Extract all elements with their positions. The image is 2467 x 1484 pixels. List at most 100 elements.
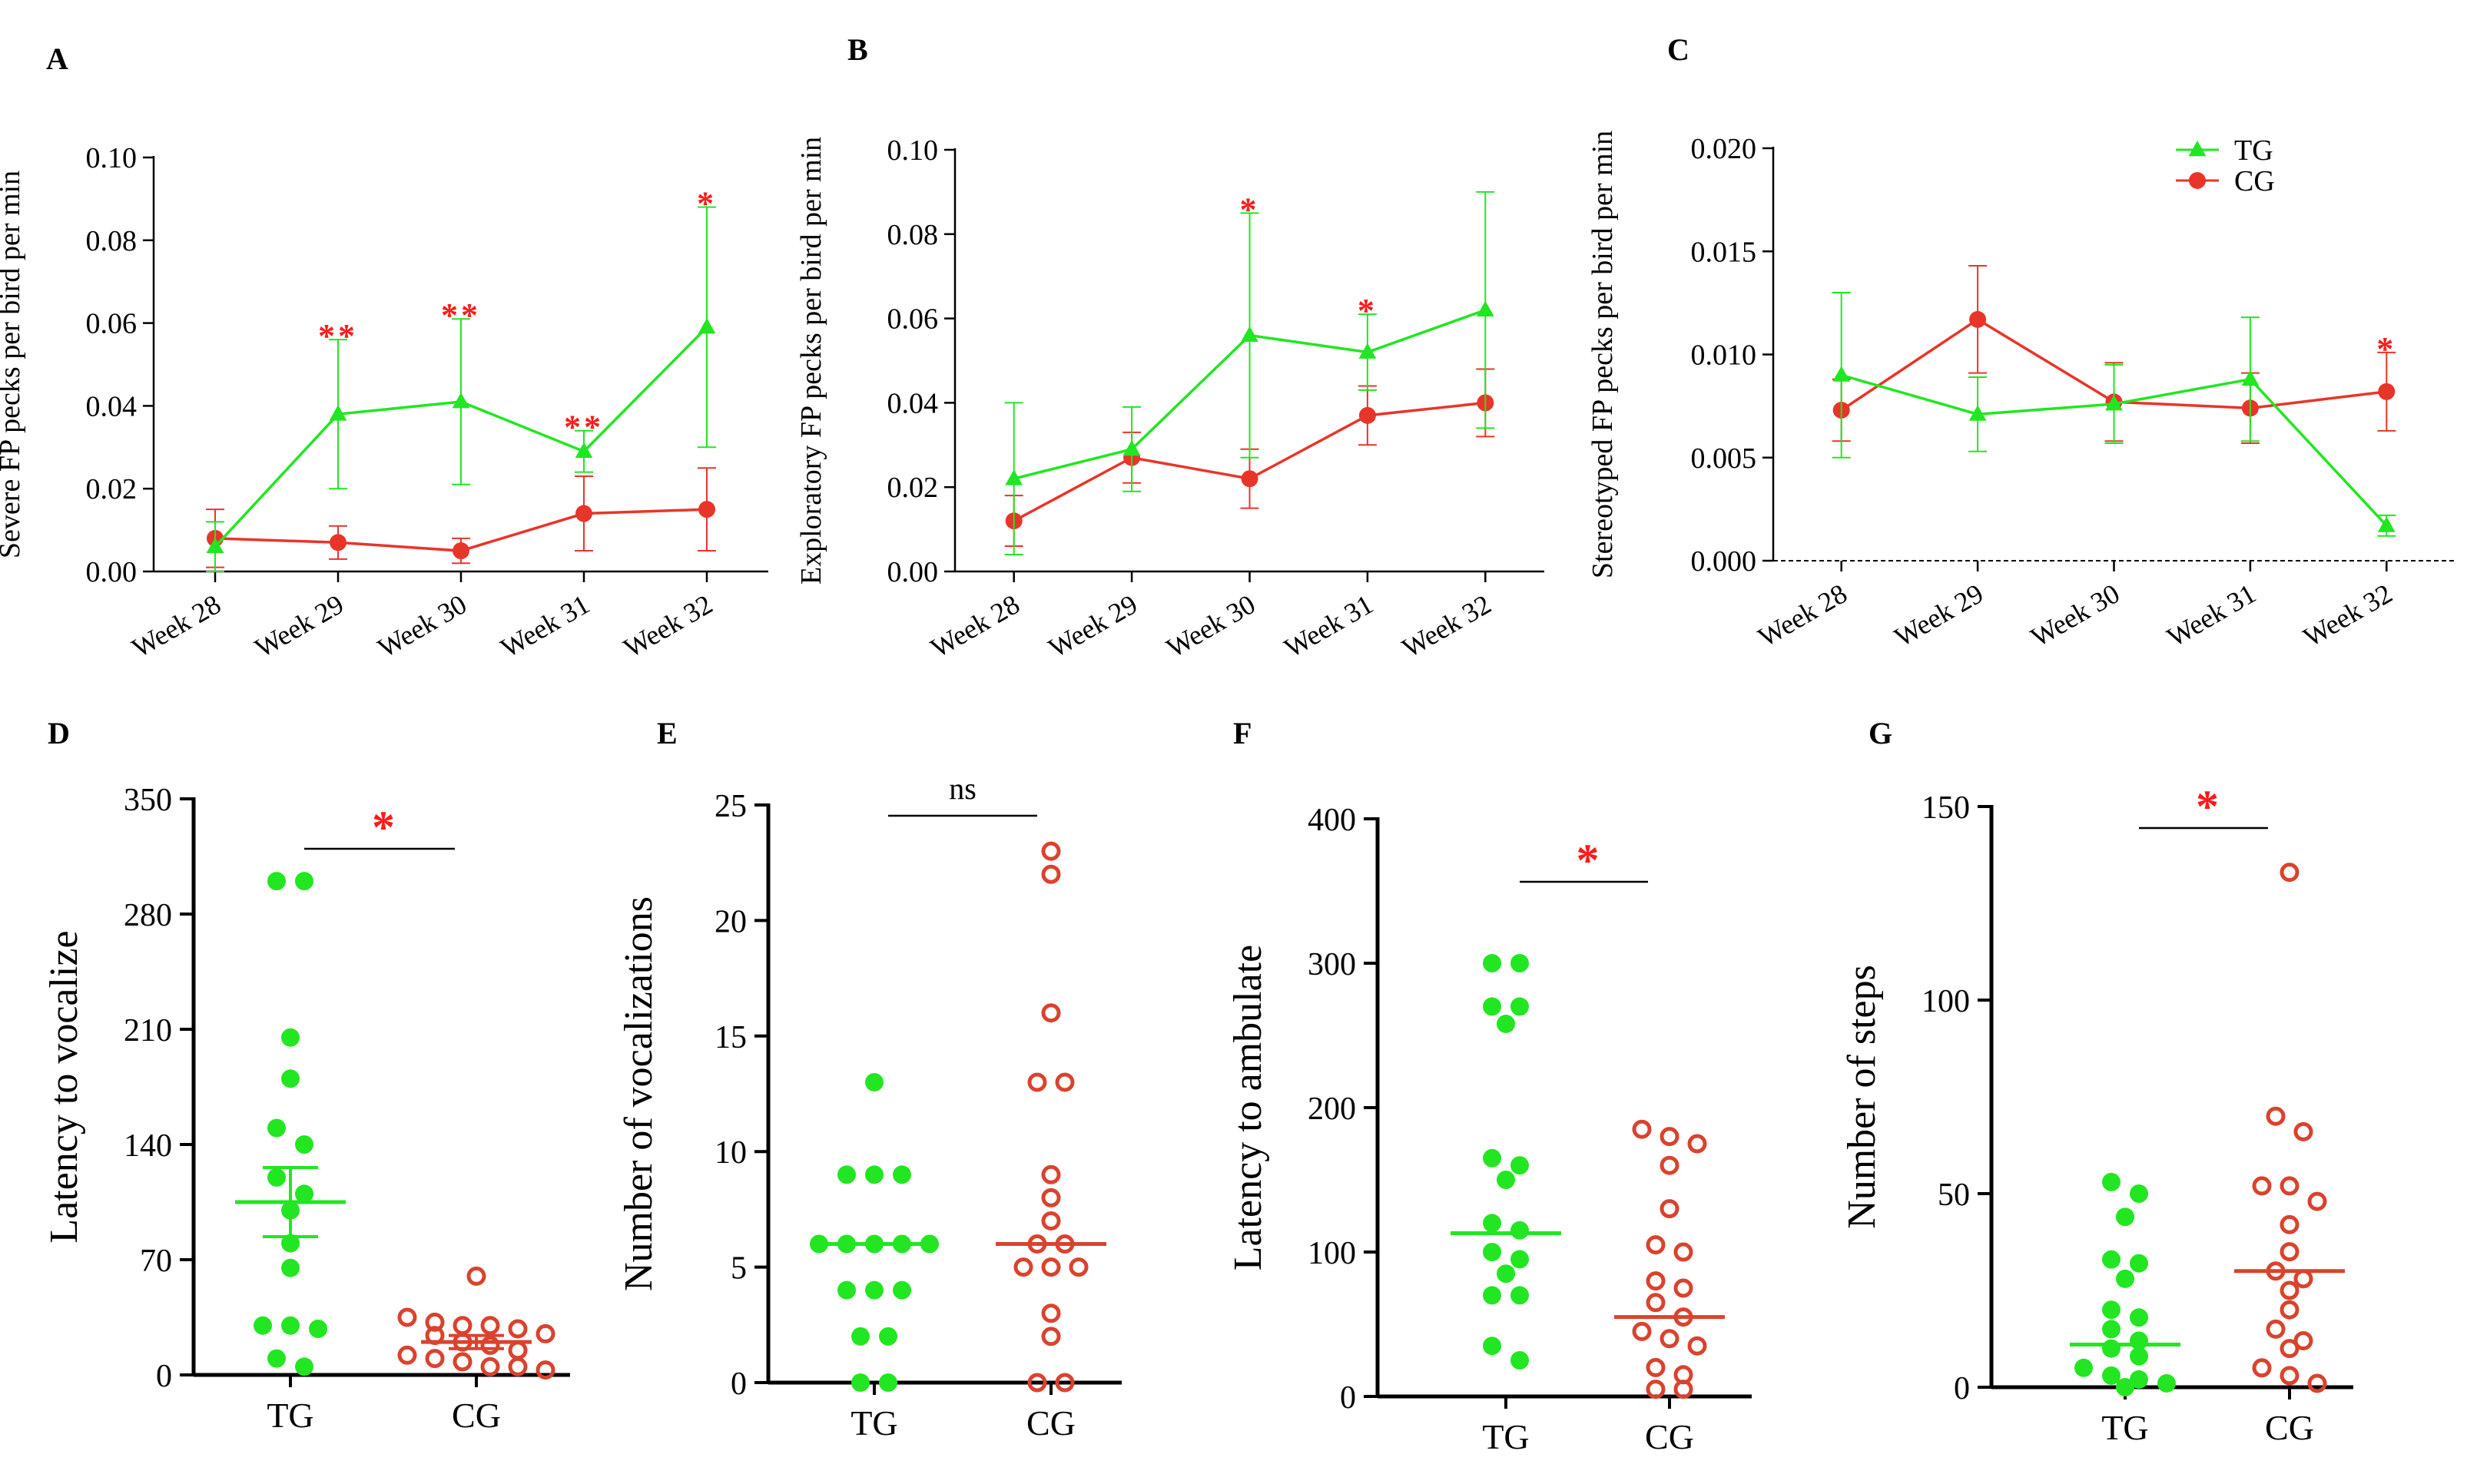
y-tick-label: 0.00 bbox=[887, 556, 939, 588]
comparison-marker: * bbox=[372, 802, 395, 853]
significance-marker: ** bbox=[564, 409, 604, 446]
tg-point bbox=[865, 1072, 884, 1091]
y-tick-label: 5 bbox=[731, 1251, 747, 1287]
cg-point bbox=[1687, 1336, 1707, 1356]
cg-point bbox=[453, 1352, 473, 1372]
tg-point bbox=[267, 872, 286, 891]
tg-marker bbox=[452, 393, 470, 409]
x-tick-label: Week 28 bbox=[926, 588, 1025, 664]
cg-point bbox=[1646, 1357, 1666, 1377]
y-axis-title: Severe FP pecks per bird per min bbox=[0, 171, 26, 558]
tg-point bbox=[1510, 1221, 1529, 1240]
legend-cg-marker bbox=[2189, 172, 2206, 189]
tg-marker bbox=[329, 405, 347, 421]
tg-point bbox=[2116, 1378, 2134, 1396]
cg-point bbox=[1055, 1072, 1075, 1092]
y-tick-label: 0 bbox=[1954, 1371, 1970, 1406]
cg-point bbox=[1646, 1380, 1666, 1400]
cg-point bbox=[1673, 1278, 1693, 1298]
significance-marker: * bbox=[1240, 190, 1260, 228]
tg-point bbox=[309, 1320, 327, 1338]
cg-point bbox=[1041, 1164, 1061, 1184]
tg-point bbox=[2074, 1358, 2093, 1377]
cg-point bbox=[2280, 1280, 2300, 1300]
significance-marker: * bbox=[2376, 330, 2396, 368]
panel-label-B: B bbox=[847, 32, 868, 67]
y-tick-label: 200 bbox=[1308, 1091, 1356, 1127]
y-axis-title: Number of steps bbox=[1840, 965, 1884, 1229]
cg-point bbox=[2280, 1366, 2300, 1386]
cg-point bbox=[2280, 1300, 2300, 1320]
tg-point bbox=[2102, 1366, 2120, 1385]
cg-point bbox=[1632, 1119, 1652, 1139]
tg-point bbox=[2102, 1250, 2120, 1269]
x-tick-label: CG bbox=[2265, 1408, 2314, 1447]
y-tick-label: 0.04 bbox=[86, 390, 138, 422]
tg-marker bbox=[2105, 394, 2123, 411]
y-tick-label: 100 bbox=[1308, 1236, 1356, 1271]
cg-point bbox=[2252, 1176, 2272, 1196]
cg-point bbox=[536, 1360, 555, 1380]
cg-point bbox=[2293, 1269, 2313, 1289]
tg-point bbox=[2157, 1373, 2176, 1393]
y-tick-label: 15 bbox=[715, 1020, 747, 1055]
cg-point bbox=[2252, 1358, 2272, 1378]
y-tick-label: 100 bbox=[1922, 984, 1970, 1019]
cg-point bbox=[508, 1319, 528, 1339]
tg-point bbox=[893, 1165, 911, 1184]
y-tick-label: 0.06 bbox=[86, 308, 138, 340]
cg-point bbox=[1055, 1373, 1075, 1393]
panel-label-A: A bbox=[46, 41, 68, 76]
x-tick-label: TG bbox=[851, 1403, 897, 1443]
y-tick-label: 0.04 bbox=[887, 387, 939, 419]
tg-point bbox=[879, 1373, 897, 1392]
cg-point bbox=[2307, 1191, 2327, 1211]
cg-point bbox=[1646, 1235, 1666, 1255]
y-tick-label: 150 bbox=[1922, 790, 1970, 826]
tg-point bbox=[2102, 1300, 2120, 1320]
y-axis-title: Number of vocalizations bbox=[617, 896, 661, 1291]
cg-point bbox=[2266, 1319, 2286, 1339]
y-tick-label: 50 bbox=[1938, 1178, 1970, 1213]
cg-marker bbox=[1241, 470, 1258, 488]
significance-marker: ** bbox=[441, 296, 481, 334]
y-tick-label: 0.010 bbox=[1691, 340, 1757, 372]
x-tick-label: Week 32 bbox=[1397, 588, 1496, 664]
comparison-marker: * bbox=[1577, 835, 1600, 886]
tg-point bbox=[2116, 1269, 2134, 1288]
tg-point bbox=[2130, 1347, 2148, 1366]
y-tick-label: 400 bbox=[1308, 803, 1356, 838]
y-axis-title: Latency to ambulate bbox=[1226, 945, 1270, 1270]
cg-point bbox=[1660, 1155, 1679, 1175]
x-tick-label: Week 31 bbox=[1279, 588, 1378, 664]
cg-point bbox=[1041, 1303, 1061, 1323]
y-tick-label: 0.020 bbox=[1691, 133, 1757, 165]
tg-point bbox=[1510, 1250, 1529, 1269]
tg-point bbox=[1510, 1351, 1529, 1370]
tg-point bbox=[1483, 1337, 1501, 1356]
tg-point bbox=[295, 1184, 313, 1204]
tg-marker bbox=[1358, 343, 1377, 359]
tg-point bbox=[1483, 997, 1501, 1016]
tg-point bbox=[837, 1165, 856, 1184]
tg-point bbox=[1483, 954, 1501, 972]
cg-point bbox=[1013, 1257, 1033, 1277]
tg-point bbox=[1510, 1156, 1529, 1175]
y-tick-label: 20 bbox=[715, 904, 747, 939]
cg-point bbox=[1660, 1199, 1679, 1219]
x-tick-label: Week 28 bbox=[1753, 578, 1852, 653]
y-tick-label: 350 bbox=[124, 783, 172, 818]
tg-point bbox=[295, 1357, 313, 1376]
y-tick-label: 0.02 bbox=[887, 472, 939, 504]
cg-point bbox=[1069, 1257, 1089, 1277]
legend-tg-label: TG bbox=[2234, 134, 2273, 167]
tg-point bbox=[281, 1028, 300, 1047]
y-tick-label: 0.02 bbox=[86, 473, 138, 505]
significance-marker: ** bbox=[318, 317, 358, 355]
y-tick-label: 210 bbox=[124, 1013, 172, 1048]
tg-point bbox=[281, 1316, 300, 1335]
cg-point bbox=[2266, 1106, 2286, 1126]
y-tick-label: 0.08 bbox=[887, 219, 939, 251]
y-axis-title: Latency to vocalize bbox=[42, 930, 86, 1243]
